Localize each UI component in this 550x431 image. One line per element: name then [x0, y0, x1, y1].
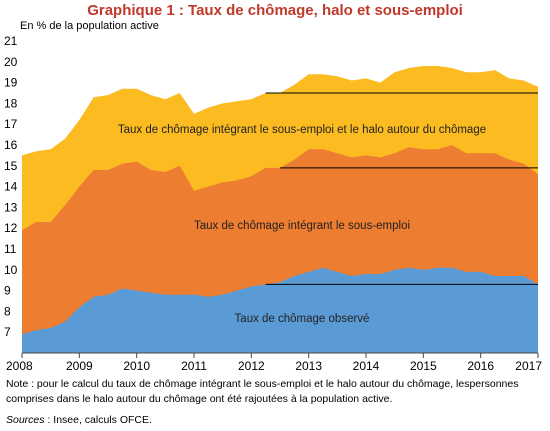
x-tick-label: 2017: [515, 359, 542, 373]
sources-label: Sources: [6, 414, 45, 426]
y-tick-label: 18: [4, 96, 18, 110]
chart-title: Graphique 1 : Taux de chômage, halo et s…: [87, 2, 463, 19]
y-tick-label: 20: [4, 55, 18, 69]
x-axis-ticks: 2008 2009 2010 2011 2012 2013 2014 2015 2016 2017: [6, 352, 542, 373]
series-labels-group: Taux de chômage intégrant le sous-emploi…: [118, 124, 486, 325]
y-tick-label: 10: [4, 263, 18, 277]
area-observe: [22, 267, 538, 353]
area-series-group: [22, 66, 538, 353]
x-tick-label: 2014: [353, 359, 380, 373]
y-tick-label: 12: [4, 221, 18, 235]
sources-text: : Insee, calculs OFCE.: [44, 414, 152, 426]
y-tick-label: 14: [4, 180, 18, 194]
series-label-halo: Taux de chômage intégrant le sous-emploi…: [118, 124, 486, 136]
y-tick-label: 16: [4, 138, 18, 152]
x-tick-label: 2012: [238, 359, 265, 373]
y-tick-label: 17: [4, 117, 18, 131]
series-label-sous-emploi: Taux de chômage intégrant le sous-emploi: [194, 220, 410, 232]
y-tick-label: 13: [4, 200, 18, 214]
y-tick-label: 19: [4, 76, 18, 90]
reference-lines-group: [265, 92, 538, 285]
x-tick-label: 2008: [6, 359, 33, 373]
x-tick-label: 2011: [181, 359, 207, 373]
y-axis-title: En % de la population active: [20, 20, 159, 32]
x-tick-label: 2010: [123, 359, 150, 373]
x-tick-label: 2016: [467, 359, 494, 373]
y-tick-label: 15: [4, 159, 18, 173]
y-axis-ticks: 7 8 9 10 11 12 13 14 15 16 17 18 19 20 21: [4, 34, 18, 339]
x-tick-label: 2009: [66, 359, 93, 373]
y-tick-label: 21: [4, 34, 18, 48]
y-tick-label: 9: [4, 284, 11, 298]
series-label-observe: Taux de chômage observé: [235, 313, 370, 325]
y-tick-label: 8: [4, 304, 11, 318]
sources-line: Sources : Insee, calculs OFCE.: [6, 414, 152, 426]
x-tick-label: 2013: [295, 359, 322, 373]
x-tick-label: 2015: [410, 359, 437, 373]
y-tick-label: 7: [4, 325, 11, 339]
note-text: Note : pour le calcul du taux de chômage…: [6, 378, 519, 405]
y-tick-label: 11: [4, 242, 17, 256]
